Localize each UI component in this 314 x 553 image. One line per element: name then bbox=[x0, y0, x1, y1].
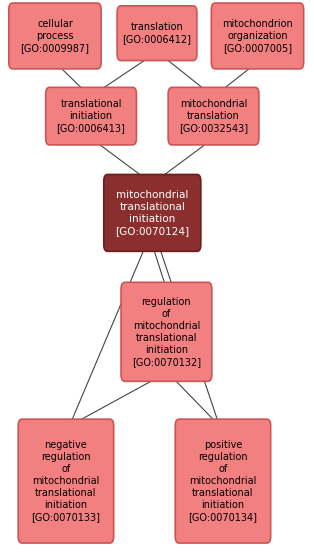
Text: mitochondrial
translation
[GO:0032543]: mitochondrial translation [GO:0032543] bbox=[179, 99, 248, 133]
FancyBboxPatch shape bbox=[168, 87, 259, 145]
Text: translational
initiation
[GO:0006413]: translational initiation [GO:0006413] bbox=[57, 99, 126, 133]
Text: mitochondrial
translational
initiation
[GO:0070124]: mitochondrial translational initiation [… bbox=[115, 190, 189, 236]
Text: translation
[GO:0006412]: translation [GO:0006412] bbox=[122, 22, 192, 44]
FancyBboxPatch shape bbox=[175, 419, 271, 543]
FancyBboxPatch shape bbox=[46, 87, 136, 145]
Text: cellular
process
[GO:0009987]: cellular process [GO:0009987] bbox=[20, 19, 89, 53]
Text: regulation
of
mitochondrial
translational
initiation
[GO:0070132]: regulation of mitochondrial translationa… bbox=[132, 297, 201, 367]
Text: mitochondrion
organization
[GO:0007005]: mitochondrion organization [GO:0007005] bbox=[222, 19, 293, 53]
FancyBboxPatch shape bbox=[117, 6, 197, 61]
FancyBboxPatch shape bbox=[18, 419, 114, 543]
Text: positive
regulation
of
mitochondrial
translational
initiation
[GO:0070134]: positive regulation of mitochondrial tra… bbox=[188, 440, 257, 522]
FancyBboxPatch shape bbox=[9, 3, 101, 69]
Text: negative
regulation
of
mitochondrial
translational
initiation
[GO:0070133]: negative regulation of mitochondrial tra… bbox=[31, 440, 100, 522]
FancyBboxPatch shape bbox=[211, 3, 304, 69]
FancyBboxPatch shape bbox=[104, 175, 201, 251]
FancyBboxPatch shape bbox=[121, 283, 212, 382]
